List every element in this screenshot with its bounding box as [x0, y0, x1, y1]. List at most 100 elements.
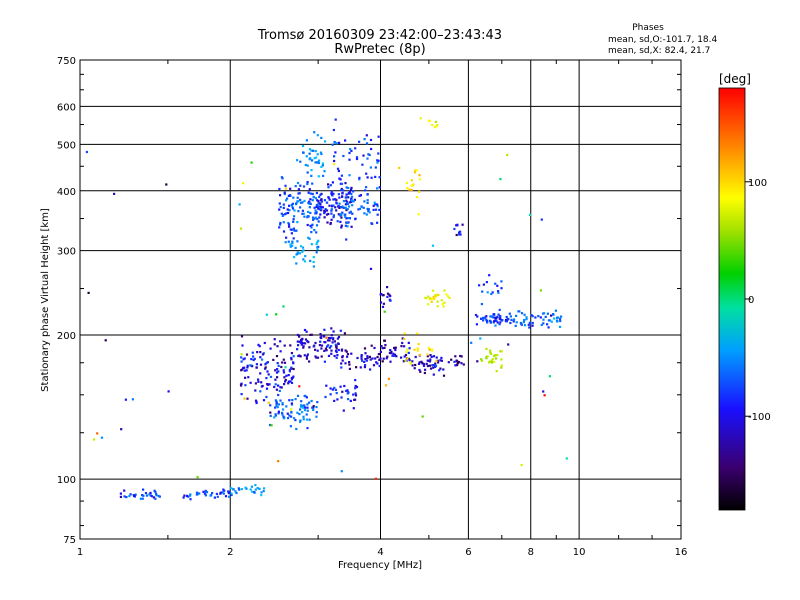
data-point — [522, 321, 525, 324]
data-point — [426, 353, 429, 356]
data-point — [308, 418, 311, 421]
data-point — [232, 488, 235, 491]
data-point — [314, 341, 317, 345]
data-point — [304, 394, 307, 398]
data-point — [323, 199, 326, 202]
data-point — [289, 194, 292, 197]
data-point — [419, 370, 422, 373]
data-point — [254, 389, 257, 392]
data-point — [340, 348, 344, 351]
data-point — [302, 342, 305, 345]
data-point — [345, 350, 348, 353]
info-line-o: mean, sd,O:-101.7, 18.4 — [608, 35, 718, 45]
data-point — [288, 370, 291, 373]
data-point — [330, 334, 333, 337]
data-point — [486, 355, 489, 358]
data-point — [492, 321, 495, 324]
data-point — [366, 356, 369, 360]
data-point — [332, 128, 335, 132]
data-point — [165, 183, 168, 186]
data-point — [251, 490, 254, 493]
data-point — [291, 202, 294, 205]
data-point — [335, 356, 338, 359]
data-point — [308, 158, 311, 161]
data-point — [378, 208, 381, 211]
data-point — [274, 369, 277, 372]
data-point — [283, 192, 286, 196]
data-point — [306, 340, 309, 343]
data-point — [500, 350, 503, 353]
data-point — [544, 315, 547, 318]
data-point — [427, 346, 430, 349]
data-point — [442, 305, 445, 308]
data-point — [372, 204, 375, 207]
data-point — [196, 493, 199, 496]
data-point — [354, 384, 357, 388]
data-point — [276, 406, 279, 409]
data-point — [320, 344, 324, 347]
data-point — [323, 335, 326, 338]
data-point — [507, 317, 510, 321]
data-point — [340, 224, 343, 227]
data-point — [204, 494, 207, 497]
data-point — [277, 403, 280, 406]
data-point — [123, 489, 126, 492]
data-point — [304, 163, 307, 167]
data-point — [335, 198, 338, 201]
data-point — [495, 370, 498, 373]
data-point — [273, 343, 276, 346]
data-point — [340, 396, 343, 399]
data-point — [302, 346, 305, 349]
data-point — [250, 161, 253, 164]
data-point — [266, 361, 269, 364]
data-point — [345, 186, 348, 189]
data-point — [253, 491, 256, 494]
data-point — [312, 260, 315, 264]
data-point — [434, 294, 437, 297]
data-point — [534, 316, 537, 319]
data-point — [344, 224, 347, 227]
data-point — [278, 208, 281, 211]
data-point — [327, 183, 330, 186]
data-point — [432, 366, 435, 369]
data-point — [255, 366, 258, 369]
data-point — [286, 208, 289, 211]
data-point — [292, 367, 295, 371]
data-point — [310, 174, 313, 177]
data-point — [440, 359, 443, 362]
data-point — [537, 315, 540, 318]
data-point — [500, 364, 503, 367]
data-point — [306, 353, 309, 356]
data-point — [134, 493, 137, 496]
data-point — [426, 355, 429, 358]
data-point — [429, 367, 433, 370]
data-point — [557, 316, 560, 319]
data-point — [349, 399, 352, 402]
data-point — [490, 361, 493, 364]
data-point — [259, 356, 262, 359]
data-point — [296, 240, 299, 243]
data-point — [402, 360, 405, 363]
data-point — [280, 365, 283, 369]
data-point — [327, 212, 330, 216]
data-point — [486, 291, 489, 294]
data-point — [405, 181, 408, 185]
data-point — [428, 348, 431, 351]
data-point — [230, 492, 233, 495]
data-point — [547, 326, 550, 329]
data-point — [350, 225, 353, 228]
data-point — [320, 334, 323, 337]
data-point — [313, 131, 316, 134]
data-point — [317, 161, 320, 165]
data-point — [318, 216, 321, 219]
data-point — [250, 485, 253, 488]
data-point — [426, 364, 429, 368]
data-point — [338, 177, 341, 180]
data-point — [309, 224, 312, 227]
data-point — [349, 210, 352, 213]
data-point — [370, 147, 373, 151]
data-point — [281, 403, 284, 406]
data-point — [539, 316, 542, 319]
data-point — [408, 188, 411, 191]
data-point — [437, 294, 440, 297]
